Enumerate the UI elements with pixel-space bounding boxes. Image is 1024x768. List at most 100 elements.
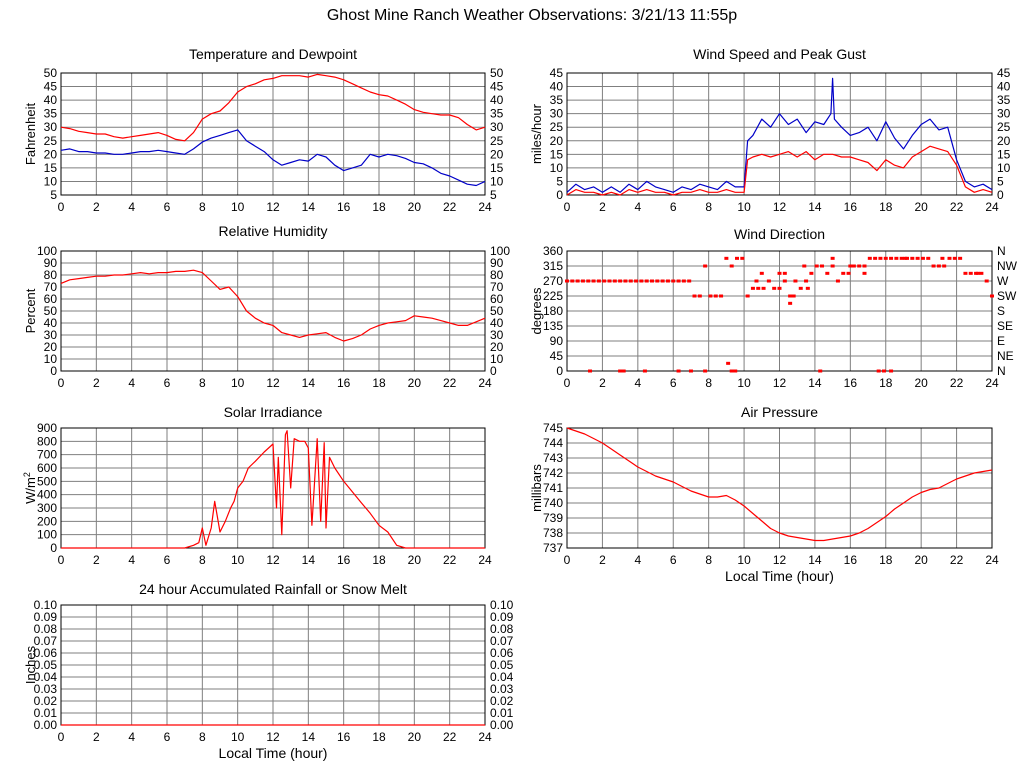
x-tick-label: 16 <box>844 200 858 214</box>
x-tick-label: 24 <box>478 730 492 744</box>
y-tick-label: 300 <box>37 501 57 515</box>
series-line <box>61 430 485 549</box>
x-tick-label: 20 <box>408 553 422 567</box>
y-tick-label: 0.01 <box>34 706 58 720</box>
x-tick-label: 6 <box>164 553 171 567</box>
right-tick-label: 70 <box>490 280 504 294</box>
x-tick-label: 0 <box>58 730 65 744</box>
data-point <box>733 369 738 373</box>
chart-title: Air Pressure <box>741 404 818 420</box>
y-tick-label: 741 <box>543 481 563 495</box>
data-point <box>745 294 750 298</box>
y-tick-label: 135 <box>543 319 563 333</box>
right-tick-label: 100 <box>490 244 510 258</box>
right-tick-label: 20 <box>490 340 504 354</box>
x-tick-label: 4 <box>128 730 135 744</box>
data-point <box>915 256 920 260</box>
data-point <box>990 294 994 298</box>
data-point <box>968 271 973 275</box>
x-tick-label: 10 <box>231 200 245 214</box>
y-tick-label: 50 <box>44 304 58 318</box>
right-tick-label: E <box>997 334 1005 348</box>
x-tick-label: 0 <box>564 200 571 214</box>
data-point <box>687 279 692 283</box>
data-point <box>724 256 729 260</box>
data-point <box>979 271 984 275</box>
data-point <box>676 369 681 373</box>
right-tick-label: 35 <box>490 107 504 121</box>
data-point <box>851 264 856 268</box>
plot-frame <box>60 250 486 372</box>
data-point <box>777 271 782 275</box>
y-tick-label: 70 <box>44 280 58 294</box>
x-tick-label: 22 <box>950 200 964 214</box>
y-tick-label: 742 <box>543 466 563 480</box>
y-tick-label: 0 <box>50 541 57 555</box>
x-tick-label: 16 <box>337 730 351 744</box>
data-point <box>761 286 766 290</box>
right-tick-label: 30 <box>997 107 1011 121</box>
y-tick-label: 600 <box>37 461 57 475</box>
data-point <box>788 294 793 298</box>
data-point <box>867 256 872 260</box>
data-point <box>936 264 941 268</box>
data-point <box>788 301 793 305</box>
x-tick-label: 16 <box>337 376 351 390</box>
y-axis-label: Inches <box>23 645 38 684</box>
data-point <box>830 256 835 260</box>
series-line <box>566 77 993 193</box>
y-tick-label: 737 <box>543 541 563 555</box>
y-tick-label: 0.08 <box>34 622 58 636</box>
x-tick-label: 0 <box>58 200 65 214</box>
x-tick-label: 12 <box>773 553 787 567</box>
data-point <box>719 294 724 298</box>
x-tick-label: 24 <box>985 553 999 567</box>
x-tick-label: 4 <box>128 200 135 214</box>
data-point <box>754 279 759 283</box>
x-tick-label: 14 <box>302 553 316 567</box>
x-tick-label: 2 <box>599 376 606 390</box>
x-tick-label: 10 <box>231 553 245 567</box>
x-tick-label: 12 <box>773 376 787 390</box>
data-point <box>862 264 867 268</box>
x-axis-label: Local Time (hour) <box>219 745 328 761</box>
data-point <box>650 279 654 283</box>
right-tick-label: 0.06 <box>490 646 514 660</box>
y-tick-label: 20 <box>550 134 564 148</box>
data-point <box>830 264 835 268</box>
x-tick-label: 8 <box>705 200 712 214</box>
data-point <box>596 279 601 283</box>
data-point <box>873 256 878 260</box>
right-tick-label: 15 <box>490 161 504 175</box>
x-tick-label: 14 <box>302 730 316 744</box>
x-tick-label: 10 <box>737 200 751 214</box>
x-tick-label: 10 <box>231 376 245 390</box>
x-tick-label: 10 <box>231 730 245 744</box>
x-tick-label: 0 <box>58 553 65 567</box>
x-tick-label: 12 <box>266 730 280 744</box>
data-point <box>848 264 853 268</box>
right-tick-label: 40 <box>997 80 1011 94</box>
data-point <box>591 279 596 283</box>
y-tick-label: 0.05 <box>34 658 58 672</box>
data-point <box>665 279 670 283</box>
y-tick-label: 40 <box>44 93 58 107</box>
data-point <box>570 279 575 283</box>
right-tick-label: W <box>997 274 1009 288</box>
right-tick-label: 0 <box>490 364 497 378</box>
right-tick-label: N <box>997 364 1006 378</box>
data-point <box>692 294 697 298</box>
x-tick-label: 12 <box>266 200 280 214</box>
y-tick-label: 50 <box>44 66 58 80</box>
right-tick-label: NW <box>997 259 1018 273</box>
data-point <box>984 279 989 283</box>
series-line <box>566 145 993 196</box>
x-tick-label: 4 <box>634 376 641 390</box>
data-point <box>802 264 807 268</box>
right-tick-label: 30 <box>490 328 504 342</box>
data-point <box>782 279 787 283</box>
y-tick-label: 100 <box>37 528 57 542</box>
